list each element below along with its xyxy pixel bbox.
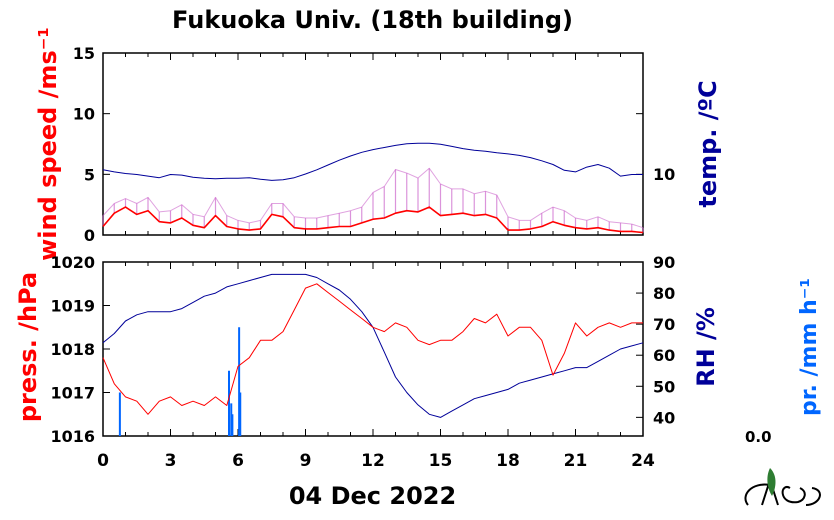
bottom-panel-frame: [102, 261, 644, 437]
y-tick-label-left: 1016: [50, 427, 95, 446]
temperature-line: [102, 142, 643, 181]
y-tick-label-left: 1017: [50, 384, 95, 403]
y-tick-label-left: 15: [73, 44, 95, 63]
logo-leaf-icon: [767, 468, 776, 496]
date-label: 04 Dec 2022: [288, 482, 457, 510]
x-tick-label: 15: [429, 451, 453, 471]
wind-speed-line: [102, 206, 644, 234]
y-tick-label-right: 50: [653, 377, 675, 396]
pressure-line: [102, 283, 643, 415]
logo-mark: [744, 476, 821, 506]
y-tick-label-left: 1020: [50, 253, 95, 272]
wind-gust-line: [102, 167, 644, 229]
y-tick-label-left: 1018: [50, 340, 95, 359]
x-tick-label: 12: [361, 451, 385, 471]
humidity-axis-title: RH /%: [692, 307, 720, 387]
y-tick-label-right: 80: [653, 284, 675, 303]
y-tick-label-right: 60: [653, 346, 675, 365]
x-tick-label: 24: [631, 451, 655, 471]
precip-bar: [230, 403, 233, 436]
y-tick-label-left: 10: [73, 105, 95, 124]
y-tick-label-left: 5: [84, 165, 95, 184]
x-tick-label: 3: [165, 451, 177, 471]
pressure-axis-title: press. /hPa: [14, 272, 42, 422]
y-tick-label-right: 90: [653, 253, 675, 272]
y-tick-label-right: 40: [653, 408, 675, 427]
precip-bar: [231, 414, 234, 436]
x-tick-label: 18: [496, 451, 520, 471]
x-tick-label: 9: [300, 451, 312, 471]
precip-bar: [238, 327, 241, 436]
precip-bar: [118, 392, 121, 436]
precip-axis-title: pr. /mm h⁻¹: [797, 278, 822, 416]
precip-bar: [239, 392, 242, 436]
temp-axis-title: temp. /ºC: [694, 80, 722, 207]
x-tick-label: 6: [232, 451, 244, 471]
y-tick-label-left: 1019: [50, 297, 95, 316]
chart-title: Fukuoka Univ. (18th building): [172, 6, 573, 34]
wind-axis-title: wind speed /ms⁻¹: [34, 27, 62, 261]
y-tick-label-right: 70: [653, 315, 675, 334]
y-tick-label-left: 0: [84, 226, 95, 245]
x-tick-label: 0: [97, 451, 109, 471]
x-tick-label: 21: [564, 451, 588, 471]
y-tick-label-right: 10: [653, 165, 675, 184]
precip-bar: [228, 370, 230, 436]
precip-current-value: 0.0: [745, 428, 772, 446]
humidity-line: [102, 273, 644, 418]
